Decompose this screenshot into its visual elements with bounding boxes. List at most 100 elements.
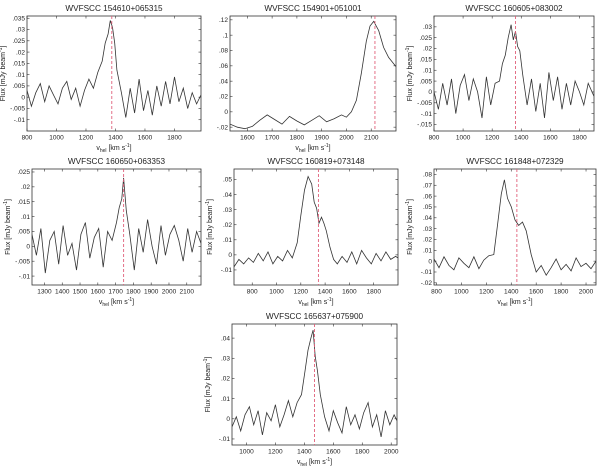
x-tick-label: 2000 (579, 289, 594, 296)
y-tick-label: .015 (17, 199, 30, 206)
y-tick-label: .03 (16, 27, 25, 34)
x-tick-label: 1400 (108, 135, 123, 142)
x-tick-label: 1400 (514, 135, 529, 142)
y-tick-label: .04 (423, 215, 432, 222)
panel-title: WVFSCC 160819+073148 (267, 157, 365, 166)
x-tick-label: 2000 (384, 449, 399, 456)
x-axis-label: vhel [km s-1] (99, 297, 134, 308)
x-axis-label: vhel [km s-1] (96, 143, 131, 154)
x-tick-label: 1800 (366, 289, 381, 296)
y-tick-label: 0 (21, 94, 25, 101)
y-tick-label: .08 (219, 48, 228, 55)
panel-title: WVFSCC 165637+075900 (266, 312, 364, 321)
spectrum-line (32, 177, 201, 274)
x-tick-label: 800 (247, 289, 258, 296)
x-tick-label: 1600 (342, 289, 357, 296)
x-tick-label: 1000 (49, 135, 64, 142)
y-tick-label: .07 (423, 182, 432, 189)
x-axis-label: vhel [km s-1] (497, 297, 532, 308)
y-tick-label: -.005 (10, 106, 25, 113)
y-tick-label: 0 (428, 258, 432, 265)
y-tick-label: -.01 (421, 111, 433, 118)
y-axis-label: Flux [mJy beam-1] (405, 199, 414, 255)
x-tick-label: 1800 (355, 449, 370, 456)
y-tick-label: -.015 (417, 122, 432, 129)
x-tick-label: 1200 (79, 135, 94, 142)
spectrum-panel: WVFSCC 160819+073148 800 1000 1200 1400 1600 1… (205, 157, 399, 308)
y-tick-label: .01 (16, 72, 25, 79)
y-tick-label: .01 (423, 248, 432, 255)
x-tick-label: 1600 (326, 449, 341, 456)
x-tick-label: 1000 (454, 289, 469, 296)
x-tick-label: 800 (22, 135, 33, 142)
panel-title: WVFSCC 160650+063353 (68, 157, 166, 166)
y-tick-label: .005 (17, 229, 30, 236)
y-tick-label: .06 (219, 63, 228, 70)
x-tick-label: 1000 (239, 449, 254, 456)
y-tick-label: .05 (223, 177, 232, 184)
x-tick-label: 2100 (364, 135, 379, 142)
y-tick-label: .03 (223, 207, 232, 214)
y-tick-label: -.005 (417, 100, 432, 107)
y-axis-label: Flux [mJy beam-1] (205, 199, 214, 255)
x-tick-label: 1300 (37, 289, 52, 296)
y-tick-label: .04 (221, 335, 230, 342)
x-tick-label: 1900 (314, 135, 329, 142)
y-tick-label: .02 (221, 376, 230, 383)
x-tick-label: 1200 (268, 449, 283, 456)
y-tick-label: .08 (423, 172, 432, 179)
y-tick-label: 0 (224, 109, 228, 116)
x-tick-label: 1400 (318, 289, 333, 296)
y-tick-label: .06 (423, 193, 432, 200)
x-tick-label: 800 (429, 135, 440, 142)
y-tick-label: .015 (419, 57, 432, 64)
x-tick-label: 1700 (265, 135, 280, 142)
spectrum-panel: WVFSCC 165637+075900 1000 1200 1400 1600 1800… (203, 312, 399, 466)
spectrum-panel: WVFSCC 160605+083002 800 1000 1200 1400 1600 1… (405, 4, 595, 142)
y-tick-label: .02 (423, 237, 432, 244)
panel-title: WVFSCC 161848+072329 (466, 157, 564, 166)
y-tick-label: .02 (223, 222, 232, 229)
y-tick-label: .1 (223, 32, 229, 39)
x-tick-label: 1000 (456, 135, 471, 142)
spectrum-line (434, 179, 596, 276)
x-tick-label: 1400 (297, 449, 312, 456)
x-tick-label: 1600 (529, 289, 544, 296)
y-axis-label: Flux [mJy beam-1] (203, 357, 212, 413)
spectrum-line (230, 20, 396, 130)
axes-frame (433, 15, 595, 132)
y-tick-label: -.02 (421, 280, 433, 287)
x-tick-label: 1500 (73, 289, 88, 296)
y-tick-label: .01 (223, 237, 232, 244)
y-tick-label: -.01 (19, 273, 31, 280)
x-tick-label: 1800 (554, 289, 569, 296)
panel-title: WVFSCC 154610+065315 (65, 4, 163, 13)
y-tick-label: .04 (219, 78, 228, 85)
x-tick-label: 1400 (504, 289, 519, 296)
x-tick-label: 2100 (180, 289, 195, 296)
spectrum-line (234, 175, 398, 268)
spectrum-line (434, 24, 594, 119)
y-tick-label: .03 (423, 226, 432, 233)
y-tick-label: .04 (223, 192, 232, 199)
y-tick-label: .035 (12, 15, 25, 22)
x-tick-label: 1800 (572, 135, 587, 142)
spectrum-panel: WVFSCC 154610+065315 800 1000 1200 1400 1600 1… (0, 4, 202, 154)
y-tick-label: .05 (423, 204, 432, 211)
y-tick-label: -.005 (15, 258, 30, 265)
axes-frame (233, 168, 399, 286)
x-axis-label: vhel [km s-1] (297, 457, 332, 466)
y-axis-label: Flux [mJy beam-1] (3, 199, 12, 255)
spectrum-panel: WVFSCC 161848+072329 800 1000 1200 1400 1600 1… (405, 157, 597, 308)
axes-frame (433, 168, 597, 286)
x-tick-label: 1600 (91, 289, 106, 296)
y-tick-label: .03 (423, 24, 432, 31)
axes-frame (31, 168, 202, 286)
y-tick-label: .025 (17, 169, 30, 176)
spectrum-line (232, 329, 397, 437)
x-tick-label: 1900 (144, 289, 159, 296)
x-tick-label: 800 (431, 289, 442, 296)
panel-title: WVFSCC 154901+051001 (264, 4, 362, 13)
y-tick-label: .005 (419, 78, 432, 85)
